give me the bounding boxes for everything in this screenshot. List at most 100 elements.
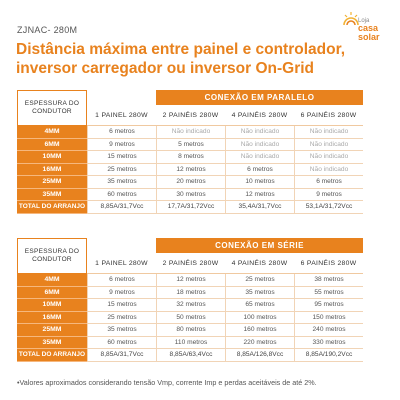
table-cell: 220 metros	[225, 336, 294, 349]
total-row: TOTAL DO ARRANJO 8,85A/31,7Vcc 8,85A/63,…	[17, 349, 364, 362]
table-cell: 60 metros	[87, 336, 156, 349]
table-cell: 9 metros	[87, 138, 156, 151]
table-cell: 110 metros	[156, 336, 225, 349]
corner-label-line2: CONDUTOR	[32, 108, 72, 115]
parallel-connection-table: ESPESSURA DO CONDUTOR CONEXÃO EM PARALEL…	[17, 90, 364, 214]
column-header: 2 PAINÉIS 280W	[156, 105, 225, 126]
table-cell: 55 metros	[294, 286, 364, 299]
table-cell: 50 metros	[156, 311, 225, 324]
table-cell: Não indicado	[294, 126, 364, 139]
table-cell: 18 metros	[156, 286, 225, 299]
corner-label-line1: ESPESSURA DO	[24, 100, 80, 107]
table-cell: 8,85A/190,2Vcc	[294, 349, 364, 362]
table-cell: 80 metros	[156, 324, 225, 337]
row-label: 10MM	[17, 299, 87, 312]
table-cell: 35,4A/31,7Vcc	[225, 201, 294, 214]
row-label: 16MM	[17, 163, 87, 176]
table-cell: 12 metros	[225, 188, 294, 201]
table-cell: 8,85A/63,4Vcc	[156, 349, 225, 362]
table-cell: 60 metros	[87, 188, 156, 201]
row-label: 25MM	[17, 324, 87, 337]
table-cell: 20 metros	[156, 176, 225, 189]
table-cell: Não indicado	[294, 138, 364, 151]
table-row: 10MM 15 metros 32 metros 65 metros 95 me…	[17, 299, 364, 312]
table-cell: 10 metros	[225, 176, 294, 189]
product-code: ZJNAC- 280M	[17, 25, 78, 35]
table-cell: 150 metros	[294, 311, 364, 324]
row-label: 25MM	[17, 176, 87, 189]
table-cell: 12 metros	[156, 163, 225, 176]
table-row: 4MM 6 metros 12 metros 25 metros 38 metr…	[17, 274, 364, 287]
table-cell: 160 metros	[225, 324, 294, 337]
sun-house-icon	[343, 12, 359, 26]
table-row: 16MM 25 metros 50 metros 100 metros 150 …	[17, 311, 364, 324]
column-header: 2 PAINÉIS 280W	[156, 253, 225, 274]
table-cell: 35 metros	[225, 286, 294, 299]
table-cell: 95 metros	[294, 299, 364, 312]
table-cell: Não indicado	[156, 126, 225, 139]
table-cell: 17,7A/31,72Vcc	[156, 201, 225, 214]
table-cell: 9 metros	[87, 286, 156, 299]
column-header: 1 PAINEL 280W	[87, 105, 156, 126]
table-cell: Não indicado	[225, 126, 294, 139]
corner-header: ESPESSURA DO CONDUTOR	[17, 90, 87, 126]
table-row: 25MM 35 metros 20 metros 10 metros 6 met…	[17, 176, 364, 189]
table-cell: 35 metros	[87, 324, 156, 337]
table-cell: 6 metros	[294, 176, 364, 189]
table-cell: 30 metros	[156, 188, 225, 201]
row-label: TOTAL DO ARRANJO	[17, 349, 87, 362]
casa-solar-logo: Loja casa solar	[340, 8, 392, 48]
title-line-2: inversor carregador ou inversor On-Grid	[16, 60, 315, 77]
logo-line2: solar	[358, 32, 380, 42]
blank-header-cell	[87, 90, 156, 105]
corner-label-line1: ESPESSURA DO	[24, 248, 80, 255]
table-cell: 15 metros	[87, 151, 156, 164]
row-label: 10MM	[17, 151, 87, 164]
footnote: •Valores aproximados considerando tensão…	[17, 378, 317, 387]
table-row: 6MM 9 metros 5 metros Não indicado Não i…	[17, 138, 364, 151]
row-label: TOTAL DO ARRANJO	[17, 201, 87, 214]
logo-line1: casa	[358, 23, 379, 33]
table-cell: Não indicado	[294, 163, 364, 176]
table-cell: 25 metros	[225, 274, 294, 287]
table-cell: Não indicado	[294, 151, 364, 164]
row-label: 6MM	[17, 138, 87, 151]
group-header: CONEXÃO EM SÉRIE	[156, 238, 364, 253]
table-row: 16MM 25 metros 12 metros 6 metros Não in…	[17, 163, 364, 176]
table-cell: 240 metros	[294, 324, 364, 337]
table-cell: 6 metros	[87, 126, 156, 139]
table-cell: 6 metros	[87, 274, 156, 287]
logo-top-text: Loja	[358, 18, 370, 24]
table-cell: 100 metros	[225, 311, 294, 324]
table-cell: 15 metros	[87, 299, 156, 312]
table-row: 25MM 35 metros 80 metros 160 metros 240 …	[17, 324, 364, 337]
column-header: 4 PAINÉIS 280W	[225, 105, 294, 126]
table-cell: 53,1A/31,72Vcc	[294, 201, 364, 214]
column-header: 6 PAINÉIS 280W	[294, 253, 364, 274]
column-header: 6 PAINÉIS 280W	[294, 105, 364, 126]
page-title: Distância máxima entre painel e controla…	[16, 40, 386, 78]
blank-header-cell	[87, 238, 156, 253]
group-header: CONEXÃO EM PARALELO	[156, 90, 364, 105]
column-header: 4 PAINÉIS 280W	[225, 253, 294, 274]
table-cell: 35 metros	[87, 176, 156, 189]
row-label: 4MM	[17, 126, 87, 139]
row-label: 6MM	[17, 286, 87, 299]
table-cell: 8,85A/31,7Vcc	[87, 201, 156, 214]
table-cell: 65 metros	[225, 299, 294, 312]
table-row: 6MM 9 metros 18 metros 35 metros 55 metr…	[17, 286, 364, 299]
column-header: 1 PAINEL 280W	[87, 253, 156, 274]
table-cell: 38 metros	[294, 274, 364, 287]
row-label: 35MM	[17, 188, 87, 201]
title-line-1: Distância máxima entre painel e controla…	[16, 41, 346, 58]
table-cell: 8 metros	[156, 151, 225, 164]
row-label: 16MM	[17, 311, 87, 324]
table-row: 4MM 6 metros Não indicado Não indicado N…	[17, 126, 364, 139]
series-connection-table: ESPESSURA DO CONDUTOR CONEXÃO EM SÉRIE 1…	[17, 238, 364, 362]
table-cell: 12 metros	[156, 274, 225, 287]
table-cell: 32 metros	[156, 299, 225, 312]
table-cell: 25 metros	[87, 311, 156, 324]
table-row: 35MM 60 metros 110 metros 220 metros 330…	[17, 336, 364, 349]
corner-header: ESPESSURA DO CONDUTOR	[17, 238, 87, 274]
table-cell: 8,85A/126,8Vcc	[225, 349, 294, 362]
